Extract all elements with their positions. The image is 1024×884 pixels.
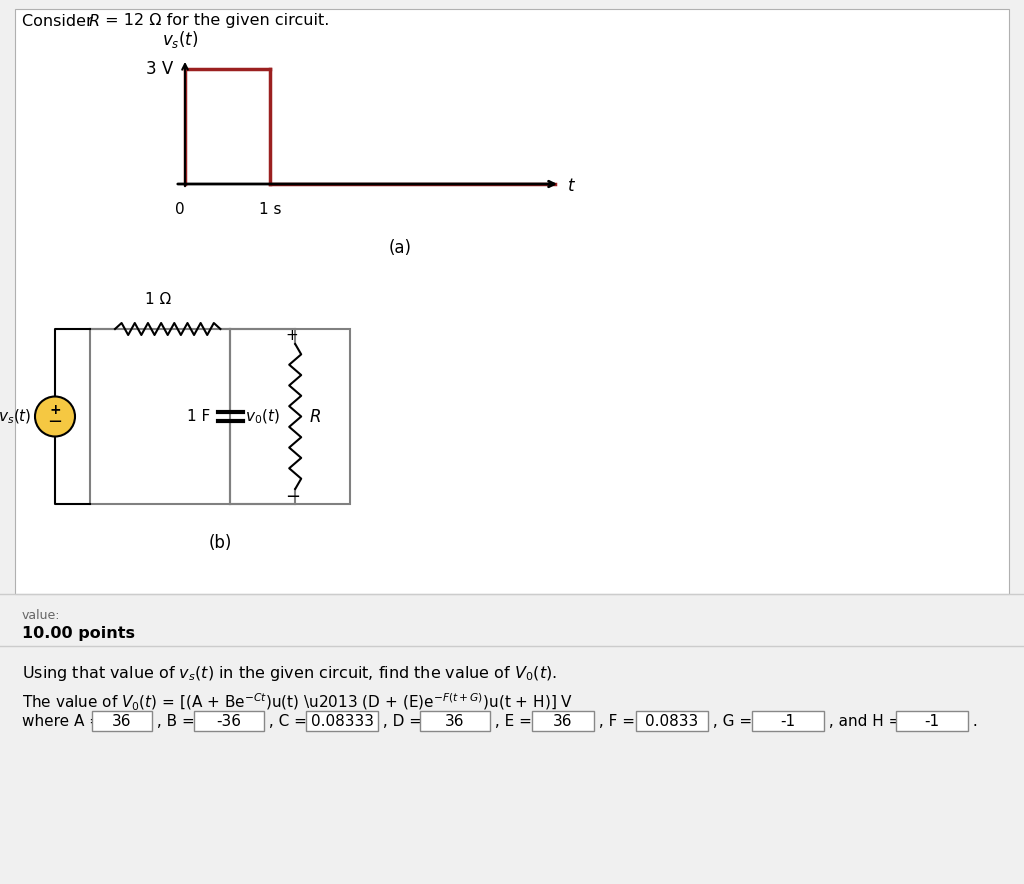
Circle shape — [35, 397, 75, 437]
Text: , D =: , D = — [378, 713, 427, 728]
Text: 1 F: 1 F — [186, 409, 210, 424]
Text: 0.0833: 0.0833 — [645, 713, 698, 728]
Text: Consider: Consider — [22, 13, 98, 28]
Bar — [92, 711, 152, 731]
Bar — [532, 711, 594, 731]
Text: +: + — [49, 403, 60, 417]
Text: Using that value of $v_s(t)$ in the given circuit, find the value of $V_0(t)$.: Using that value of $v_s(t)$ in the give… — [22, 664, 557, 683]
Text: $v_0(t)$: $v_0(t)$ — [246, 408, 281, 426]
Text: (a): (a) — [388, 239, 412, 257]
Text: 1 Ω: 1 Ω — [144, 292, 171, 307]
Text: −: − — [47, 413, 62, 431]
Text: $v_s(t)$: $v_s(t)$ — [0, 408, 32, 426]
Text: $t$: $t$ — [567, 177, 577, 195]
Text: , G =: , G = — [708, 713, 757, 728]
Text: , B =: , B = — [152, 713, 200, 728]
Bar — [90, 329, 350, 504]
Bar — [752, 711, 824, 731]
Text: , E =: , E = — [490, 713, 537, 728]
Text: 0.08333: 0.08333 — [310, 713, 374, 728]
Text: -1: -1 — [925, 713, 940, 728]
Bar — [306, 711, 378, 731]
Text: , F =: , F = — [594, 713, 640, 728]
Text: $R$: $R$ — [309, 408, 322, 425]
Text: , and H =: , and H = — [824, 713, 906, 728]
Text: 3 V: 3 V — [145, 60, 173, 78]
Text: $R$: $R$ — [88, 13, 99, 29]
Text: 36: 36 — [113, 713, 132, 728]
Text: , C =: , C = — [264, 713, 311, 728]
Text: 10.00 points: 10.00 points — [22, 626, 135, 641]
Bar — [420, 711, 490, 731]
Bar — [636, 711, 708, 731]
Text: −: − — [285, 488, 300, 506]
Text: .: . — [968, 713, 978, 728]
Bar — [194, 711, 264, 731]
Text: = 12 Ω for the given circuit.: = 12 Ω for the given circuit. — [100, 13, 330, 28]
Text: -1: -1 — [780, 713, 796, 728]
Text: 36: 36 — [445, 713, 465, 728]
Text: The value of $V_0(t)$ = [(A + Be$^{-Ct}$)u(t) \u2013 (D + (E)e$^{-F(t + G)}$)u(t: The value of $V_0(t)$ = [(A + Be$^{-Ct}$… — [22, 692, 573, 713]
Text: (b): (b) — [208, 534, 231, 552]
Text: 36: 36 — [553, 713, 572, 728]
Text: value:: value: — [22, 609, 60, 622]
Text: $v_s(t)$: $v_s(t)$ — [162, 29, 199, 50]
Text: where A =: where A = — [22, 713, 106, 728]
Text: +: + — [286, 329, 299, 344]
Text: 1 s: 1 s — [259, 202, 282, 217]
Text: -36: -36 — [216, 713, 242, 728]
Bar — [896, 711, 968, 731]
Bar — [15, 9, 1009, 594]
Text: 0: 0 — [175, 202, 184, 217]
